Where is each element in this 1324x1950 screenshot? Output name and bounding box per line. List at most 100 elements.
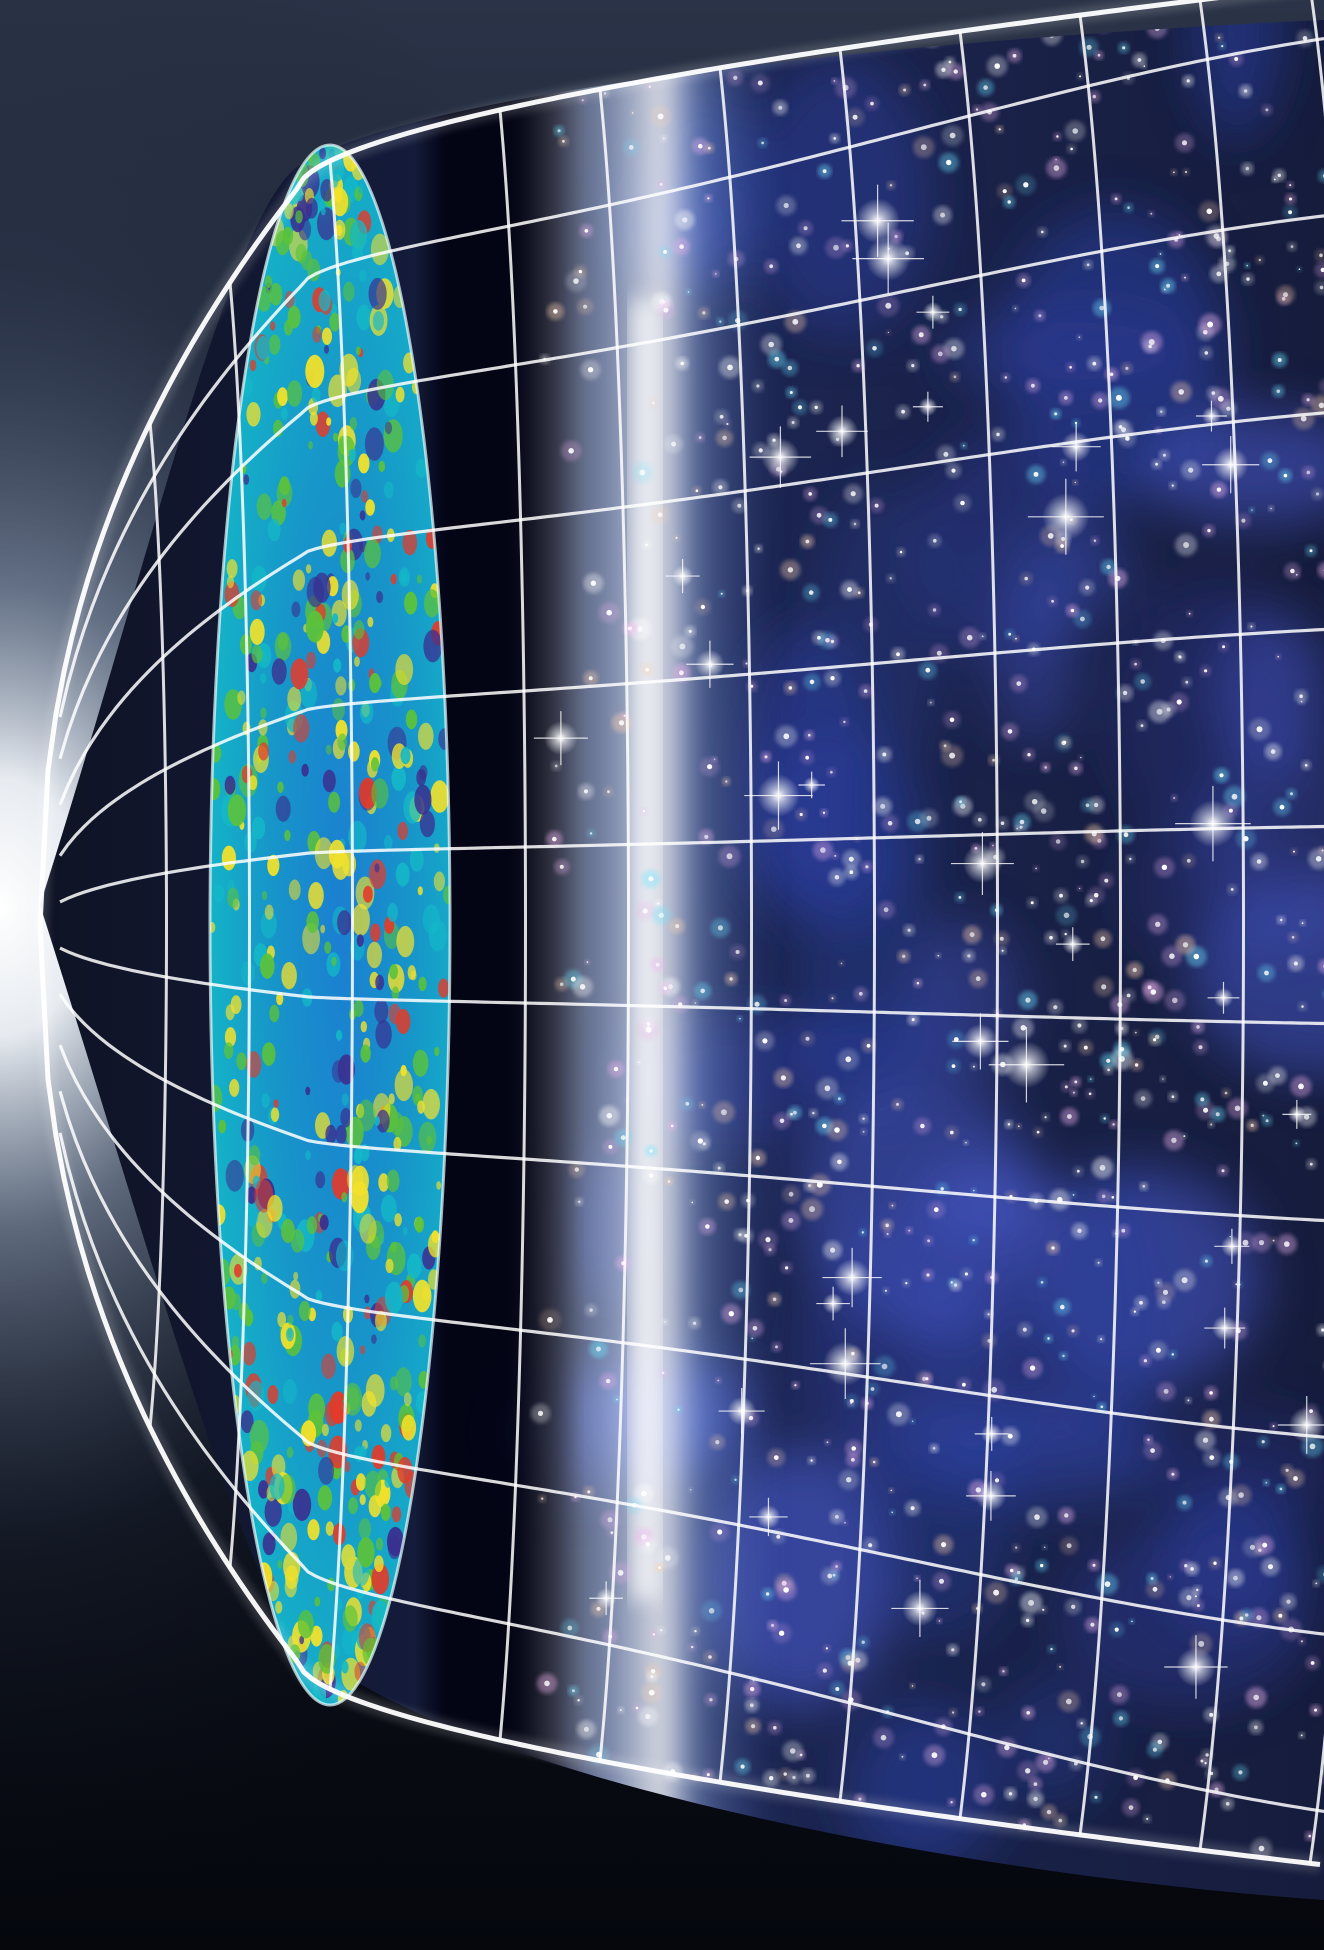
galaxy-core — [788, 1218, 794, 1223]
cmb-spot — [378, 460, 386, 473]
galaxy-core — [931, 1752, 938, 1759]
star-sparkle — [1202, 436, 1260, 494]
cmb-spot — [309, 411, 318, 426]
galaxy-core — [553, 309, 558, 314]
galaxy-core — [658, 1566, 661, 1569]
star-sparkle — [1051, 422, 1101, 472]
cmb-spot — [368, 1495, 382, 1518]
cmb-spot — [346, 1386, 360, 1411]
cmb-spot — [400, 746, 411, 765]
galaxy-halo — [1319, 378, 1324, 394]
cmb-spot — [360, 490, 369, 503]
galaxy-core — [1015, 637, 1017, 640]
cmb-spot — [371, 778, 389, 809]
galaxy-core — [657, 902, 660, 905]
galaxy-core — [926, 1273, 930, 1277]
galaxy-core — [1277, 655, 1279, 658]
galaxy-core — [583, 1726, 589, 1732]
galaxy-core — [1171, 484, 1174, 487]
galaxy-core — [698, 143, 703, 149]
cmb-spot — [359, 1494, 366, 1506]
cmb-spot — [341, 1626, 359, 1656]
cmb-spot — [335, 676, 347, 696]
galaxy-core — [685, 1101, 690, 1106]
cmb-spot — [333, 658, 342, 673]
galaxy-core — [1150, 1577, 1154, 1580]
galaxy-core — [789, 391, 793, 394]
galaxy-core — [1159, 253, 1162, 255]
cmb-spot — [320, 179, 334, 202]
galaxy-core — [1062, 1354, 1065, 1358]
galaxy-core — [1272, 1239, 1275, 1242]
cmb-spot — [341, 1544, 356, 1570]
galaxy-core — [750, 1686, 755, 1692]
galaxy-core — [1126, 993, 1131, 998]
cmb-spot — [267, 1580, 280, 1602]
galaxy-core — [889, 577, 892, 580]
galaxy-core — [937, 351, 943, 357]
cmb-spot — [396, 1008, 411, 1035]
cmb-spot — [368, 277, 387, 310]
star-sparkle — [841, 184, 914, 257]
cmb-spot — [359, 1345, 366, 1355]
grid-longitude — [58, 37, 1324, 718]
sparkle-rays — [1164, 1635, 1228, 1699]
galaxy-core — [808, 733, 811, 737]
galaxy-core — [756, 384, 760, 388]
cmb-spot — [251, 816, 266, 840]
sparkle-rays — [1051, 422, 1101, 472]
cmb-spot — [269, 1473, 285, 1500]
galaxy-core — [606, 609, 612, 616]
galaxy-core — [831, 997, 834, 1000]
galaxy-core — [1131, 1620, 1133, 1623]
galaxy-core — [1161, 864, 1168, 870]
galaxy-core — [1273, 178, 1276, 181]
galaxy-core — [1055, 839, 1061, 844]
cmb-spot — [417, 886, 423, 896]
cmb-spot — [384, 421, 393, 435]
cmb-spot — [297, 1610, 314, 1639]
galaxy-core — [661, 1371, 665, 1375]
galaxy-core — [584, 229, 589, 233]
cmb-spot — [229, 1079, 240, 1097]
galaxy-core — [571, 1689, 575, 1693]
cmb-spot — [246, 402, 261, 427]
galaxy-core — [788, 1191, 794, 1197]
galaxy-core — [866, 1043, 871, 1048]
cmb-spot — [358, 184, 364, 194]
grid-ring — [958, 31, 999, 1819]
galaxy-core — [852, 114, 858, 120]
cmb-spot — [319, 1214, 329, 1231]
galaxy-core — [1183, 1135, 1186, 1137]
galaxy-core — [889, 184, 893, 187]
galaxy-core — [1140, 679, 1145, 684]
cmb-spot — [287, 686, 302, 712]
cmb-spot — [339, 522, 347, 535]
galaxy-core — [639, 469, 646, 476]
galaxy-core — [1264, 970, 1269, 976]
cmb-spot — [438, 978, 449, 998]
cmb-spot — [358, 453, 370, 474]
cmb-spot — [443, 885, 450, 905]
galaxy-core — [1319, 253, 1323, 258]
galaxy-core — [1115, 394, 1122, 401]
galaxy-core — [608, 1144, 613, 1149]
cmb-spot — [380, 1424, 392, 1443]
galaxy-core — [951, 1064, 956, 1068]
cmb-spot — [389, 964, 398, 980]
galaxy-core — [1290, 245, 1294, 248]
galaxy-core — [1071, 1604, 1076, 1610]
star-sparkle — [1164, 1635, 1228, 1699]
galaxy-core — [1300, 1640, 1303, 1643]
cmb-spot — [286, 380, 303, 407]
galaxy-core — [587, 367, 594, 373]
galaxy-core — [613, 1066, 619, 1072]
sparkle-rays — [686, 640, 734, 688]
galaxy-core — [872, 346, 877, 351]
galaxy-core — [1298, 1083, 1304, 1090]
galaxy-core — [1290, 792, 1293, 796]
galaxy-core — [1021, 278, 1026, 283]
cmb-spot — [336, 1029, 343, 1041]
galaxy-core — [617, 1569, 624, 1576]
galaxy-core — [605, 1378, 611, 1384]
